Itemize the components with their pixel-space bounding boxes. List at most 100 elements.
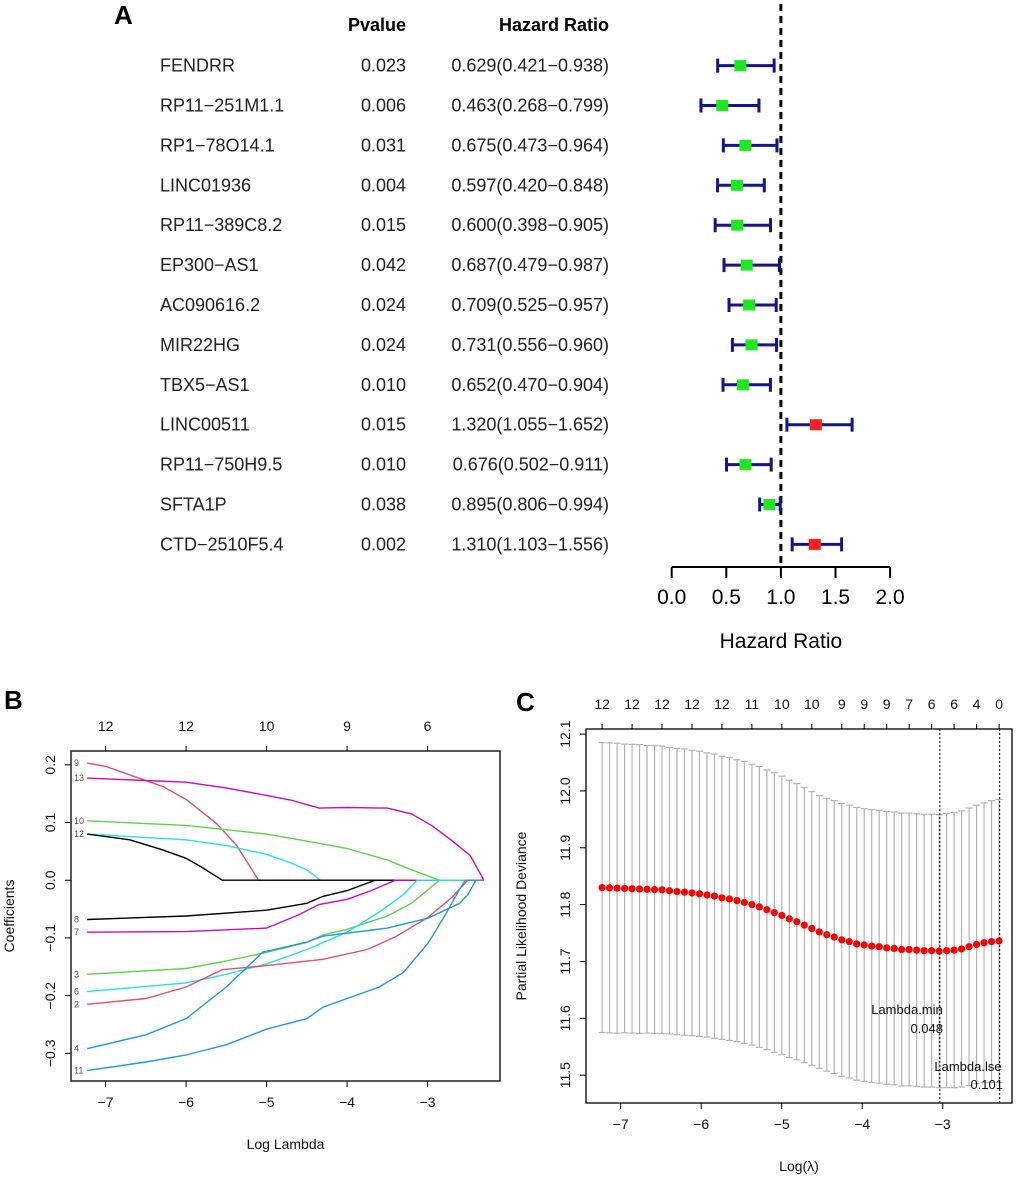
lambda-1se-label: Lambda.lse bbox=[934, 1059, 1001, 1074]
deviance-point bbox=[853, 940, 861, 948]
hazard-ratio-text: 0.600(0.398−0.905) bbox=[451, 215, 609, 235]
deviance-point bbox=[913, 946, 921, 954]
hazard-ratio-text: 0.652(0.470−0.904) bbox=[451, 375, 609, 395]
deviance-point bbox=[673, 887, 681, 896]
x-tick-label: −5 bbox=[259, 1094, 275, 1110]
deviance-point bbox=[778, 911, 786, 920]
hr-point bbox=[734, 60, 747, 72]
top-axis-label: 11 bbox=[745, 696, 760, 712]
pvalue: 0.023 bbox=[361, 56, 406, 76]
hazard-ratio-text: 0.597(0.420−0.848) bbox=[451, 175, 609, 195]
x-tick-label: 1.5 bbox=[821, 586, 850, 609]
gene-name: TBX5−AS1 bbox=[160, 375, 250, 395]
hazard-ratio-text: 0.676(0.502−0.911) bbox=[453, 455, 609, 475]
deviance-point bbox=[763, 906, 771, 914]
top-axis-label: 10 bbox=[804, 696, 820, 712]
y-tick-label: 0.2 bbox=[42, 755, 58, 775]
x-tick-label: 0.0 bbox=[657, 586, 686, 609]
gene-name: FENDRR bbox=[160, 56, 235, 76]
forest-plot: Pvalue Hazard Ratio FENDRR 0.023 0.629(0.421… bbox=[160, 4, 905, 653]
deviance-point bbox=[808, 924, 816, 933]
deviance-point bbox=[890, 944, 898, 952]
lambda-1se-value: 0.101 bbox=[970, 1077, 1003, 1092]
x-axis-title: Hazard Ratio bbox=[720, 630, 843, 653]
pvalue: 0.042 bbox=[361, 255, 406, 275]
deviance-point bbox=[770, 908, 778, 917]
panel-label-b: B bbox=[4, 685, 23, 715]
x-tick-label: 0.5 bbox=[712, 586, 741, 609]
path-label: 2 bbox=[74, 999, 79, 1009]
pvalue: 0.006 bbox=[361, 96, 406, 116]
deviance-point bbox=[725, 895, 734, 903]
deviance-point bbox=[868, 942, 876, 950]
top-axis-label: 9 bbox=[343, 718, 351, 734]
y-tick-label: 11.8 bbox=[557, 891, 573, 917]
top-axis-label: 9 bbox=[883, 696, 891, 712]
top-axis-label: 12 bbox=[684, 696, 700, 712]
coefficient-path bbox=[87, 879, 484, 993]
path-label: 6 bbox=[74, 987, 79, 997]
y-tick-label: 0.0 bbox=[42, 870, 58, 890]
deviance-point bbox=[957, 945, 966, 953]
plot-frame bbox=[585, 728, 1013, 1104]
hr-point bbox=[743, 299, 756, 311]
pvalue: 0.010 bbox=[361, 455, 406, 475]
x-tick-label: 1.0 bbox=[766, 586, 795, 609]
hazard-ratio-text: 0.709(0.525−0.957) bbox=[451, 295, 609, 315]
top-axis-label: 0 bbox=[995, 696, 1003, 712]
y-tick-label: 0.1 bbox=[42, 813, 58, 833]
coefficient-path bbox=[86, 879, 484, 1050]
y-tick-label: 11.9 bbox=[557, 834, 573, 860]
hazard-ratio-text: 0.687(0.479−0.987) bbox=[451, 255, 609, 275]
coefficient-path bbox=[87, 833, 484, 881]
gene-name: LINC00511 bbox=[160, 415, 250, 435]
cv-deviance-plot: −7 −6 −5 −4 −3 11.5 11.6 11.7 11.8 11.9 12.0 12.1 12… bbox=[513, 696, 1013, 1174]
pvalue: 0.038 bbox=[361, 495, 406, 515]
top-axis-label: 10 bbox=[259, 718, 275, 734]
coefficient-path bbox=[87, 833, 484, 881]
deviance-point bbox=[928, 947, 936, 955]
deviance-point bbox=[875, 943, 883, 951]
deviance-point bbox=[905, 945, 913, 954]
hr-point bbox=[736, 379, 749, 391]
x-tick-label: −3 bbox=[420, 1094, 436, 1110]
top-axis-label: 9 bbox=[860, 696, 868, 712]
pvalue-header: Pvalue bbox=[348, 15, 406, 35]
path-label: 7 bbox=[74, 927, 79, 937]
deviance-point bbox=[845, 937, 853, 946]
deviance-point bbox=[898, 945, 906, 954]
deviance-point bbox=[785, 915, 793, 923]
path-label: 4 bbox=[74, 1044, 79, 1054]
hazard-ratio-header: Hazard Ratio bbox=[499, 15, 609, 35]
pvalue: 0.015 bbox=[361, 215, 406, 235]
deviance-point bbox=[635, 885, 644, 893]
deviance-point bbox=[980, 939, 988, 947]
hr-point bbox=[730, 179, 743, 191]
hazard-ratio-text: 0.629(0.421−0.938) bbox=[451, 56, 609, 76]
x-axis-title: Log(λ) bbox=[779, 1158, 819, 1174]
deviance-point bbox=[935, 947, 943, 955]
y-tick-label: −0.1 bbox=[42, 924, 58, 952]
hazard-ratio-text: 1.310(1.103−1.556) bbox=[451, 534, 609, 554]
x-tick-label: −4 bbox=[339, 1094, 355, 1110]
coefficient-path bbox=[87, 879, 484, 921]
coefficient-path bbox=[87, 777, 485, 881]
hr-point bbox=[809, 419, 822, 431]
gene-name: MIR22HG bbox=[160, 335, 240, 355]
deviance-point bbox=[748, 901, 756, 909]
deviance-point bbox=[643, 885, 651, 893]
top-axis-label: 4 bbox=[973, 696, 981, 712]
coefficient-path bbox=[87, 879, 484, 1005]
path-label: 9 bbox=[74, 758, 79, 768]
pvalue: 0.010 bbox=[361, 375, 406, 395]
y-tick-label: −0.3 bbox=[42, 1039, 58, 1067]
lasso-coefficient-plot: −7 −6 −5 −4 −3 −0.3 −0.2 −0.1 0.0 0.1 0.2 12 12 10 9 6 L… bbox=[1, 718, 501, 1152]
gene-name: RP1−78O14.1 bbox=[160, 135, 275, 155]
gene-name: SFTA1P bbox=[160, 495, 227, 515]
top-axis-label: 12 bbox=[98, 718, 114, 734]
pvalue: 0.002 bbox=[361, 534, 406, 554]
x-tick-label: −4 bbox=[854, 1116, 870, 1132]
top-axis-label: 12 bbox=[594, 696, 610, 712]
deviance-point bbox=[965, 943, 973, 951]
